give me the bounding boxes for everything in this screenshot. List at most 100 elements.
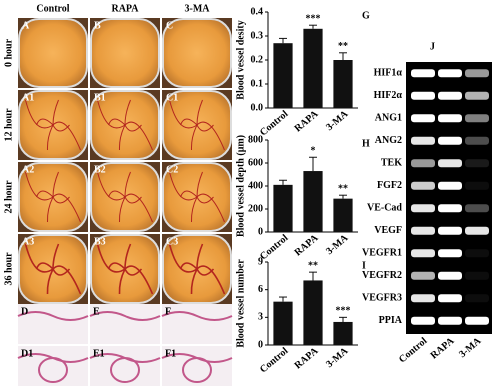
vessel: [46, 196, 54, 223]
gene-label: VEGFR2: [362, 270, 402, 281]
histology-image: [90, 304, 160, 344]
panel-label: E1: [93, 348, 105, 359]
vessel: [52, 193, 81, 223]
vessel: [118, 124, 126, 151]
vessel: [124, 99, 131, 126]
y-tick-label: 9: [258, 256, 263, 267]
vessel: [108, 190, 126, 198]
gel-band: [411, 226, 435, 235]
vessel: [124, 243, 132, 270]
column-header: Control: [36, 3, 69, 14]
panel-label: C1: [166, 92, 178, 103]
lane-label: Control: [397, 335, 430, 365]
gel-band: [438, 91, 462, 100]
vessel: [52, 265, 82, 295]
vessel: [196, 243, 204, 270]
bar: [333, 60, 353, 108]
y-tick-label: 0.0: [251, 102, 264, 113]
vessel: [180, 190, 198, 198]
y-tick-label: 0.1: [251, 78, 264, 89]
gel-band: [438, 316, 462, 325]
vessel: [124, 171, 131, 198]
bar: [333, 321, 353, 345]
gel-band: [465, 226, 489, 235]
gel-band: [438, 204, 462, 213]
vessel: [46, 124, 54, 151]
panel-letter: H: [362, 138, 370, 149]
panel-label: A: [22, 20, 30, 31]
y-tick-label: 600: [248, 157, 263, 168]
y-tick-label: 200: [248, 203, 263, 214]
bar: [303, 28, 323, 108]
significance: **: [338, 183, 348, 194]
gel-band: [465, 294, 489, 303]
tissue-fold: [110, 357, 140, 383]
panel-label: B2: [94, 164, 106, 175]
panel-label: F1: [165, 348, 176, 359]
vessel: [36, 190, 54, 198]
gel-band: [411, 69, 435, 78]
gel-band: [438, 226, 462, 235]
gene-label: TEK: [381, 158, 402, 169]
y-tick-label: 0: [258, 339, 263, 350]
x-tick-label: RAPA: [293, 108, 321, 134]
y-tick-label: 3: [258, 312, 263, 323]
vessel: [35, 262, 54, 270]
vessel: [52, 243, 60, 270]
gel-band: [465, 91, 489, 100]
column-header: 3-MA: [185, 3, 211, 14]
gene-label: HIF1α: [374, 68, 403, 79]
lane-label: 3-MA: [457, 335, 484, 360]
vessel: [118, 196, 126, 223]
gel-band: [438, 249, 462, 258]
gene-label: PPIA: [379, 315, 403, 326]
histology-image: [162, 304, 232, 344]
gel-band: [465, 271, 489, 280]
gene-label: VEGFR1: [362, 248, 402, 259]
bar: [303, 171, 323, 232]
y-tick-label: 0.3: [251, 30, 264, 41]
significance: **: [308, 260, 318, 271]
gel-band: [411, 204, 435, 213]
gel-band: [411, 294, 435, 303]
gel-band: [465, 114, 489, 123]
gel-band: [465, 136, 489, 145]
histology-image: [18, 304, 88, 344]
vessel: [124, 121, 153, 151]
vessel: [190, 124, 198, 151]
gel-band: [411, 249, 435, 258]
y-tick-label: 6: [258, 284, 263, 295]
column-header: RAPA: [111, 3, 139, 14]
significance: ***: [336, 306, 351, 317]
tissue-fold: [182, 357, 212, 383]
panel-letter: J: [430, 41, 435, 52]
significance: **: [338, 41, 348, 52]
gene-label: ANG2: [375, 135, 402, 146]
tissue: [161, 311, 233, 321]
gel-band: [438, 136, 462, 145]
row-label: 36 hour: [3, 252, 14, 286]
panel-label: A2: [22, 164, 34, 175]
panel-label: A3: [22, 236, 34, 247]
tissue: [89, 311, 161, 321]
y-axis-label: Blood vessel depth (μm): [235, 135, 246, 237]
lane-label: RAPA: [429, 335, 457, 361]
y-tick-label: 0: [258, 226, 263, 237]
gel-band: [465, 159, 489, 168]
y-tick-label: 400: [248, 180, 263, 191]
histology-image: [18, 346, 88, 386]
x-tick-label: RAPA: [293, 232, 321, 258]
gel-band: [465, 249, 489, 258]
vessel: [52, 171, 59, 198]
gel-band: [438, 159, 462, 168]
gel-band: [465, 204, 489, 213]
gene-label: VE-Cad: [367, 203, 402, 214]
row-label: 12 hour: [3, 108, 14, 142]
tissue: [17, 311, 89, 321]
panel-label: C3: [166, 236, 178, 247]
y-axis-label: Blood vessel desity: [235, 20, 246, 99]
photo-dish: [90, 18, 160, 88]
bar: [273, 301, 293, 345]
y-tick-label: 800: [248, 134, 263, 145]
